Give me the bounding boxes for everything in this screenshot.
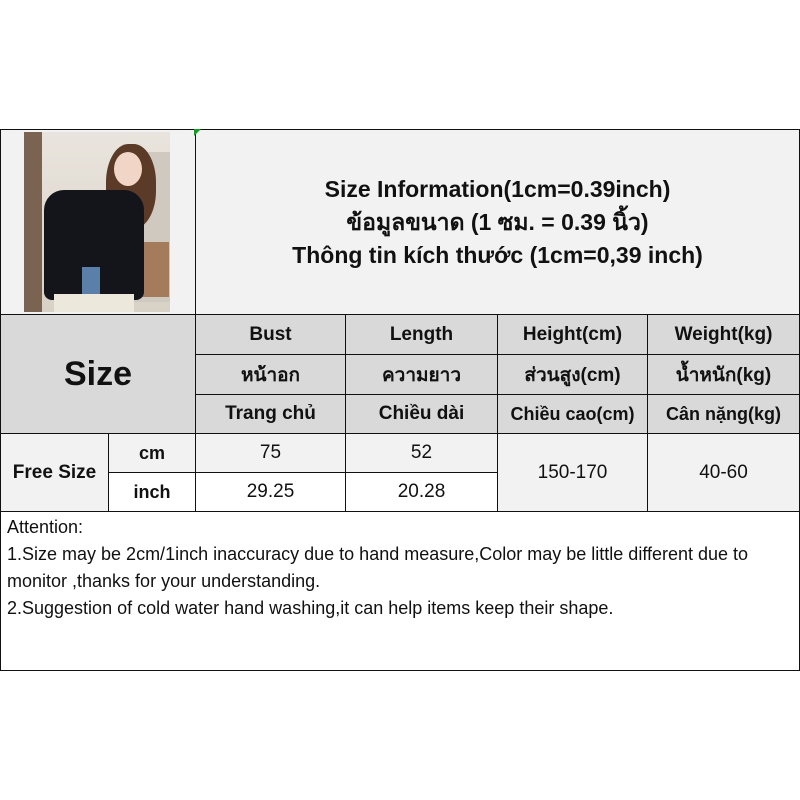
product-photo (24, 132, 170, 312)
size-name: Free Size (0, 433, 109, 512)
header-weight-vi: Cân nặng(kg) (647, 394, 800, 434)
attention-note-2: 2.Suggestion of cold water hand washing,… (7, 598, 614, 618)
header-weight-th: น้ำหนัก(kg) (647, 354, 800, 395)
header-height-en: Height(cm) (497, 314, 648, 355)
title-vi: Thông tin kích thước (1cm=0,39 inch) (292, 241, 703, 268)
attention-note-1: 1.Size may be 2cm/1inch inaccuracy due t… (7, 544, 749, 591)
header-height-vi: Chiều cao(cm) (497, 394, 648, 434)
header-bust-vi: Trang chủ (195, 394, 346, 434)
unit-inch: inch (108, 472, 196, 512)
header-bust-en: Bust (195, 314, 346, 355)
bust-inch: 29.25 (195, 472, 346, 512)
size-header: Size (0, 314, 196, 434)
header-weight-en: Weight(kg) (647, 314, 800, 355)
attention-notes: Attention: 1.Size may be 2cm/1inch inacc… (0, 511, 800, 671)
weight-range: 40-60 (647, 433, 800, 512)
header-bust-th: หน้าอก (195, 354, 346, 395)
bust-cm: 75 (195, 433, 346, 473)
length-cm: 52 (345, 433, 498, 473)
unit-cm: cm (108, 433, 196, 473)
length-inch: 20.28 (345, 472, 498, 512)
header-length-th: ความยาว (345, 354, 498, 395)
header-length-en: Length (345, 314, 498, 355)
comment-marker-icon (194, 129, 201, 136)
header-length-vi: Chiều dài (345, 394, 498, 434)
title-th: ข้อมูลขนาด (1 ซม. = 0.39 นิ้ว) (346, 208, 649, 235)
title-en: Size Information(1cm=0.39inch) (324, 175, 671, 202)
header-height-th: ส่วนสูง(cm) (497, 354, 648, 395)
height-range: 150-170 (497, 433, 648, 512)
title-cell: Size Information(1cm=0.39inch) ข้อมูลขนา… (195, 129, 800, 315)
attention-title: Attention: (7, 517, 84, 537)
